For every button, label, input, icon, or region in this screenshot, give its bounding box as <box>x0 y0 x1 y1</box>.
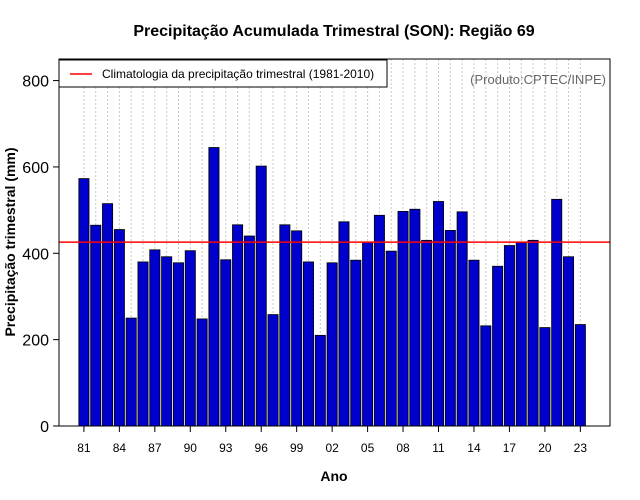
bar-1993 <box>220 259 232 427</box>
bar-2010 <box>421 239 433 427</box>
x-tick-label: 23 <box>574 441 588 455</box>
x-tick-label: 93 <box>219 441 233 455</box>
bar-2015 <box>480 325 492 427</box>
bar-1991 <box>196 318 208 427</box>
bar-1994 <box>232 224 244 427</box>
bar-1997 <box>267 314 279 427</box>
bar-1990 <box>184 250 196 427</box>
plot-frame <box>58 58 611 427</box>
bar-2023 <box>574 324 586 427</box>
x-tick-label: 99 <box>290 441 304 455</box>
x-tick-label: 11 <box>432 441 445 455</box>
bar-1988 <box>161 256 173 427</box>
y-tick-label: 200 <box>22 333 49 350</box>
bar-1992 <box>208 147 220 427</box>
x-tick-label: 81 <box>77 441 91 455</box>
bar-2003 <box>338 221 350 427</box>
x-tick-label: 05 <box>361 441 375 455</box>
bar-2020 <box>539 327 551 427</box>
x-tick-label: 84 <box>113 441 127 455</box>
y-tick-label: 600 <box>22 160 49 177</box>
x-tick-label: 90 <box>184 441 198 455</box>
bar-2006 <box>373 214 385 427</box>
bar-2002 <box>326 262 338 427</box>
bar-2016 <box>492 265 504 427</box>
bar-1999 <box>291 230 303 427</box>
legend-label: Climatologia da precipitação trimestral … <box>102 67 374 81</box>
bar-1983 <box>102 203 114 427</box>
y-tick-label: 800 <box>22 74 49 91</box>
product-annotation: (Produto:CPTEC/INPE) <box>470 72 606 87</box>
bar-1984 <box>113 229 125 427</box>
bar-2000 <box>303 261 314 427</box>
x-tick-label: 20 <box>538 441 552 455</box>
bar-2018 <box>515 242 527 427</box>
x-tick-label: 14 <box>467 441 481 455</box>
x-tick-label: 08 <box>396 441 410 455</box>
bar-2021 <box>551 198 563 427</box>
y-axis-label: Precipitação trimestral (mm) <box>2 147 18 336</box>
bar-2004 <box>350 259 362 427</box>
legend-box <box>58 59 388 88</box>
bar-2019 <box>527 239 539 427</box>
bar-2007 <box>385 250 397 427</box>
bar-1981 <box>78 178 90 427</box>
chart-title: Precipitação Acumulada Trimestral (SON):… <box>133 23 534 40</box>
bar-1995 <box>243 235 255 427</box>
y-axis: 0 200 400 600 800 <box>22 74 59 436</box>
bar-2017 <box>503 245 515 427</box>
x-tick-label: 87 <box>148 441 162 455</box>
bar-2008 <box>397 211 409 427</box>
bar-1987 <box>149 249 161 427</box>
bar-1996 <box>255 165 267 427</box>
bar-1982 <box>90 224 102 427</box>
x-axis-label: Ano <box>320 468 347 484</box>
y-tick-label: 400 <box>22 246 49 263</box>
bar-2022 <box>563 256 575 427</box>
x-tick-label: 17 <box>503 441 517 455</box>
bars <box>78 147 586 427</box>
bar-2005 <box>362 242 374 427</box>
x-tick-label: 02 <box>325 441 339 455</box>
bar-2013 <box>456 211 468 427</box>
bar-2001 <box>314 334 326 427</box>
bar-1985 <box>125 317 137 427</box>
bar-1998 <box>279 224 291 427</box>
bar-2011 <box>433 201 444 427</box>
bar-2012 <box>444 230 456 427</box>
legend: Climatologia da precipitação trimestral … <box>58 59 388 88</box>
bar-1989 <box>172 262 184 427</box>
y-tick-label: 0 <box>40 419 49 436</box>
x-tick-label: 96 <box>255 441 269 455</box>
x-axis: 81 84 87 90 93 96 99 02 05 08 11 14 17 20 23 <box>77 426 587 455</box>
bar-1986 <box>137 261 149 427</box>
bar-2014 <box>468 259 480 427</box>
